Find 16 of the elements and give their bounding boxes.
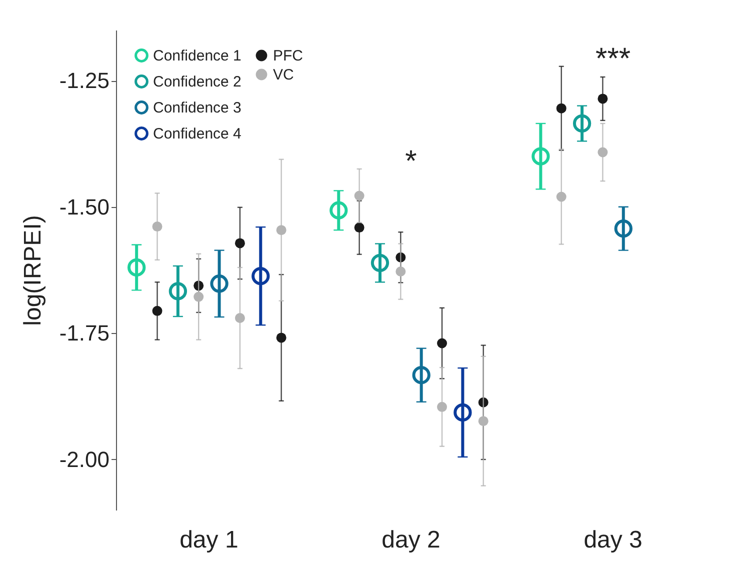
y-tick-label: -1.25 (59, 68, 110, 94)
legend-label: Confidence 2 (153, 74, 242, 90)
y-tick-label: -1.50 (59, 194, 110, 220)
legend-label: PFC (273, 48, 304, 64)
legend-label: Confidence 3 (153, 100, 242, 116)
legend-label: Confidence 4 (153, 126, 242, 142)
y-axis-title: log(IRPEI) (19, 215, 46, 326)
y-tick-label: -1.75 (59, 320, 110, 346)
annotation: * (405, 144, 418, 178)
y-tick-label: -2.00 (59, 446, 110, 472)
legend-label: VC (273, 66, 294, 84)
x-tick-label: day 2 (382, 526, 440, 554)
x-tick-label: day 1 (180, 526, 238, 554)
legend-label: Confidence 1 (153, 48, 242, 64)
annotation: *** (596, 42, 631, 76)
x-tick-label: day 3 (584, 526, 642, 554)
